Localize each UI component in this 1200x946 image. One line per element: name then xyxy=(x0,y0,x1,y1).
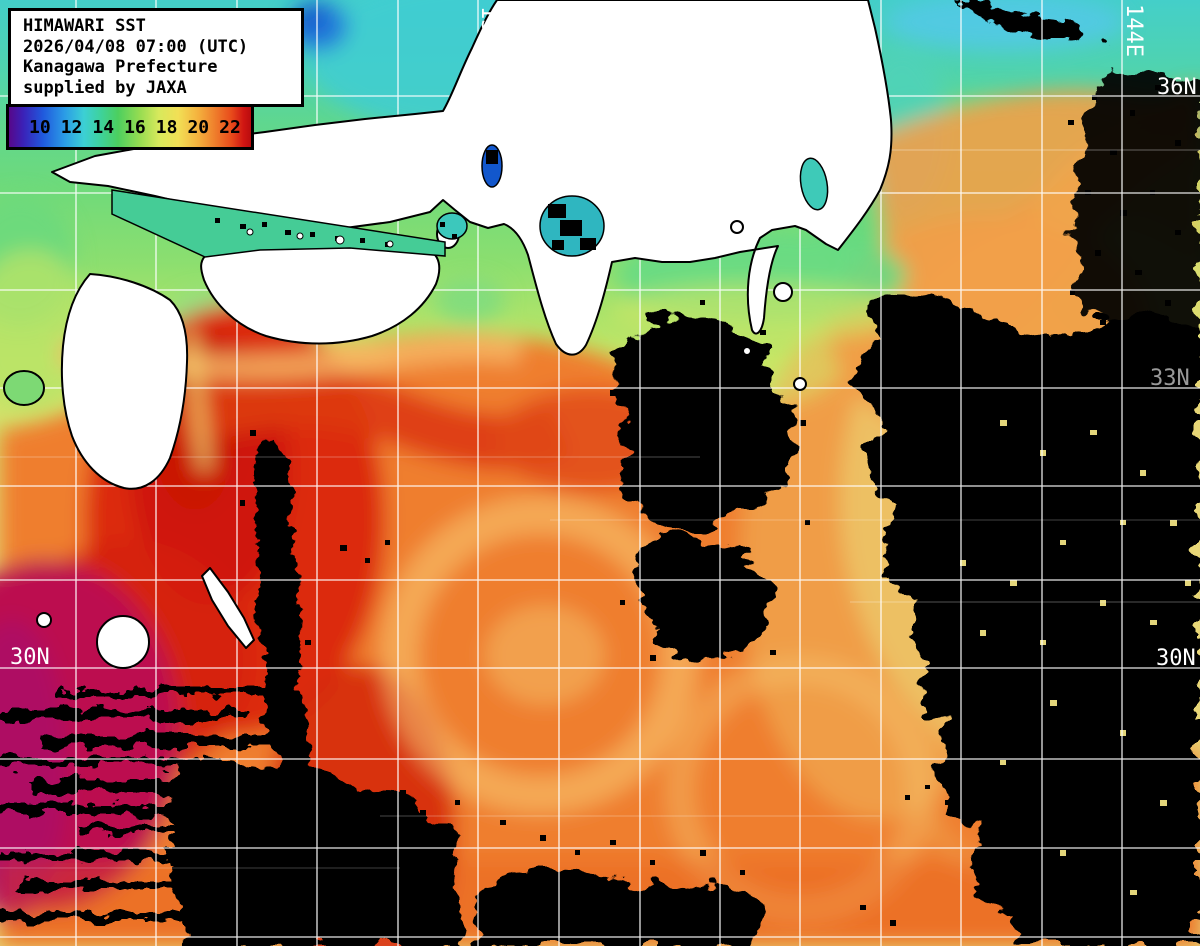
cloud-crescent-ne xyxy=(952,0,1108,45)
lat-label-30n-right: 30N xyxy=(1156,646,1196,671)
land-honshu xyxy=(51,0,893,356)
tokyo-bay xyxy=(799,157,829,211)
lat-label-36n: 36N xyxy=(1157,75,1197,100)
colorbar-tick: 12 xyxy=(60,116,83,138)
colorbar-tick: 18 xyxy=(155,116,178,138)
land-islet xyxy=(36,612,52,628)
land-tanegashima xyxy=(201,567,255,649)
lon-label-136e: 136E xyxy=(476,6,501,59)
cloud-mass-right xyxy=(856,289,1200,668)
land-izu-island xyxy=(793,377,807,391)
lat-label-33n: 33N xyxy=(1150,366,1190,391)
colorbar-tick: 10 xyxy=(29,116,51,138)
land-yakushima xyxy=(96,615,150,669)
island-amakusa-shallow xyxy=(3,370,45,406)
info-source: supplied by JAXA xyxy=(23,77,187,98)
info-title: HIMAWARI SST xyxy=(23,16,146,36)
cloud-mass-bottom-right xyxy=(919,645,1200,946)
lat-label-30n-left: 30N xyxy=(10,645,50,670)
colorbar-tick: 20 xyxy=(187,116,210,138)
info-region: Kanagawa Prefecture xyxy=(23,57,218,77)
info-datetime: 2026/04/08 07:00 (UTC) xyxy=(23,36,249,57)
grid-labels: 136E 144E 36N 33N 30N 30N xyxy=(10,4,1197,671)
seto-islets xyxy=(246,228,394,248)
cloud-streak-west xyxy=(253,438,318,820)
land-izu-island xyxy=(773,282,793,302)
temperature-colorbar: 10 12 14 16 18 20 22 xyxy=(6,104,254,150)
colorbar-ticks: 10 12 14 16 18 20 22 xyxy=(9,107,251,147)
cloud-column-center xyxy=(615,315,797,663)
cloud-field-east xyxy=(1073,65,1200,340)
colorbar-tick: 14 xyxy=(92,116,115,138)
inland-water-layer xyxy=(111,144,829,258)
land-izu-island xyxy=(742,346,752,356)
cloud-holes xyxy=(960,420,1191,895)
land-kyushu xyxy=(60,273,189,490)
colorbar-tick: 16 xyxy=(124,116,146,138)
land-izu-island xyxy=(730,220,744,234)
info-box: HIMAWARI SST 2026/04/08 07:00 (UTC) Kana… xyxy=(8,8,304,107)
cloud-mass-bottom-left xyxy=(169,758,462,946)
lon-label-144e: 144E xyxy=(1121,4,1146,57)
colorbar-tick: 22 xyxy=(219,116,241,138)
